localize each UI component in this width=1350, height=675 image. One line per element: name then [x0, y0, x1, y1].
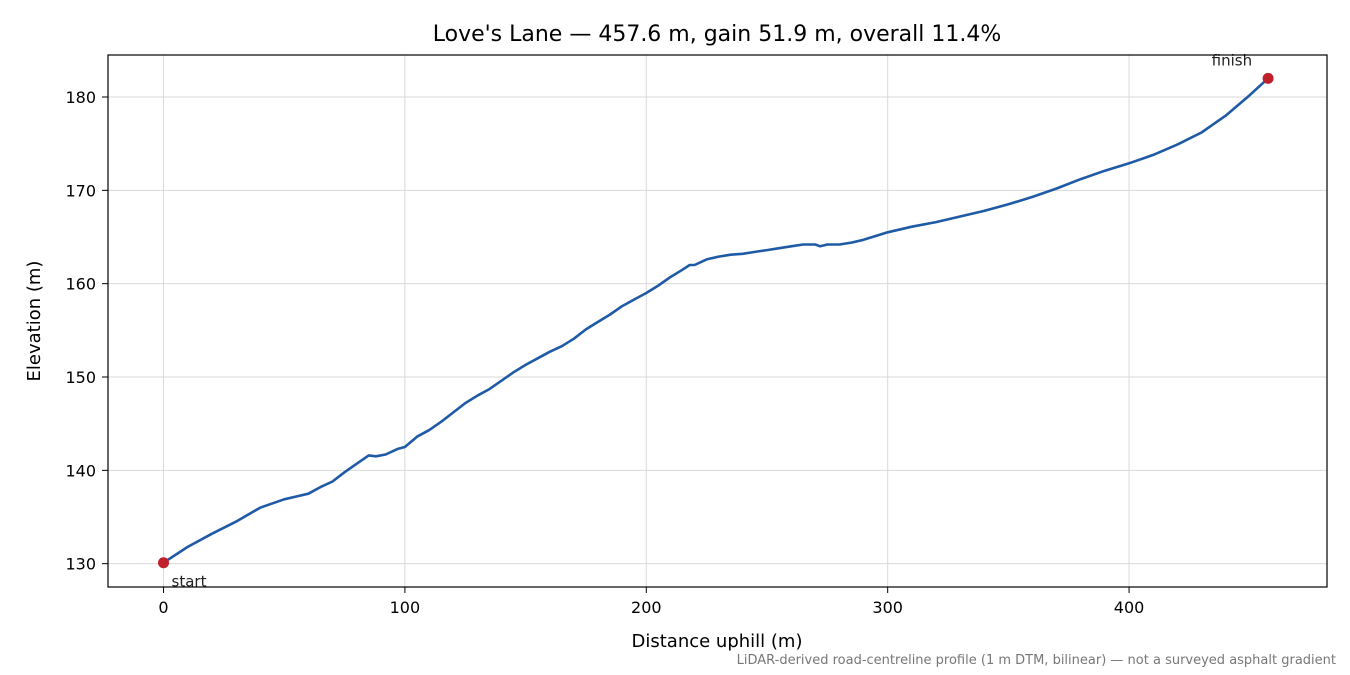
- plot-frame: [107, 54, 1328, 588]
- y-tick-label-160: 160: [65, 275, 96, 294]
- y-tick-label-140: 140: [65, 461, 96, 480]
- x-tick-label-200: 200: [631, 598, 662, 617]
- annotations: start finish: [158, 51, 1274, 591]
- gridlines: [108, 55, 1327, 587]
- finish-label: finish: [1212, 51, 1252, 69]
- y-tick-label-150: 150: [65, 368, 96, 387]
- x-tick-label-0: 0: [158, 598, 168, 617]
- elevation-series-line: [162, 77, 1270, 565]
- footnote: LiDAR-derived road-centreline profile (1…: [737, 653, 1336, 668]
- x-tick-label-400: 400: [1114, 598, 1145, 617]
- y-tick-label-180: 180: [65, 88, 96, 107]
- x-tick-label-300: 300: [872, 598, 903, 617]
- series-layer: [162, 77, 1270, 565]
- start-marker: [158, 557, 170, 569]
- finish-marker: [1262, 72, 1274, 84]
- axis-ticks: 0 100 200 300 400 130 140 150 160 170 180: [65, 88, 1144, 617]
- y-tick-label-130: 130: [65, 555, 96, 574]
- y-tick-label-170: 170: [65, 181, 96, 200]
- start-label: start: [172, 573, 207, 591]
- x-tick-label-100: 100: [390, 598, 421, 617]
- y-axis-label: Elevation (m): [24, 261, 45, 382]
- x-axis-label: Distance uphill (m): [632, 631, 803, 652]
- chart-title: Love's Lane — 457.6 m, gain 51.9 m, over…: [433, 22, 1002, 47]
